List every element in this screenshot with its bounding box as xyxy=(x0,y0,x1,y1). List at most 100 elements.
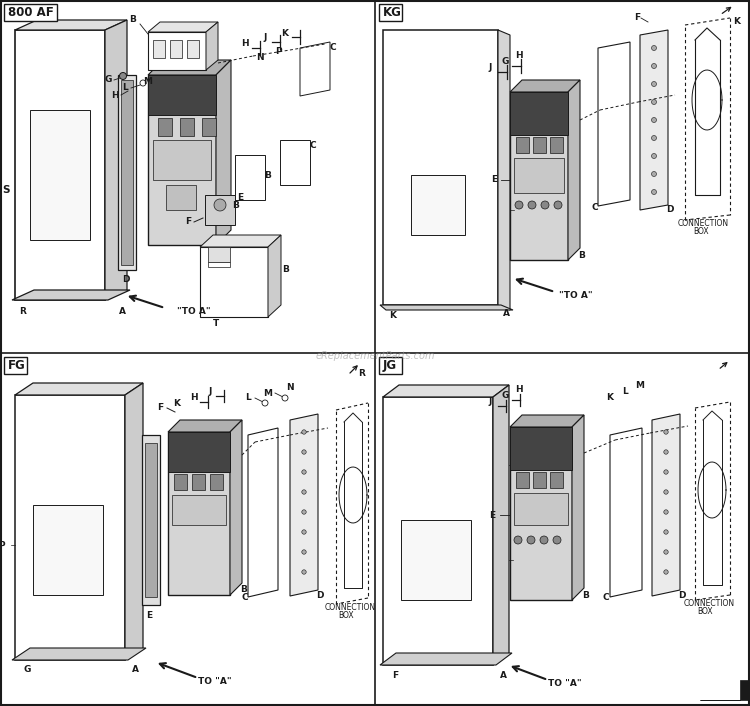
Text: J: J xyxy=(488,397,492,407)
Polygon shape xyxy=(568,80,580,260)
Bar xyxy=(180,118,194,136)
Text: TO "A": TO "A" xyxy=(548,679,582,688)
Bar xyxy=(4,4,57,21)
Circle shape xyxy=(515,201,523,209)
Polygon shape xyxy=(268,235,281,317)
Circle shape xyxy=(664,450,668,454)
Text: D: D xyxy=(678,592,686,601)
Bar xyxy=(533,472,546,488)
Circle shape xyxy=(664,490,668,494)
Circle shape xyxy=(214,199,226,211)
Text: BOX: BOX xyxy=(697,607,712,616)
Text: D: D xyxy=(316,592,324,601)
Text: C: C xyxy=(592,203,598,213)
Text: JG: JG xyxy=(383,359,398,372)
Polygon shape xyxy=(510,92,568,260)
Circle shape xyxy=(302,570,306,574)
Polygon shape xyxy=(15,20,127,30)
Polygon shape xyxy=(280,140,310,185)
Polygon shape xyxy=(493,385,509,665)
Text: B: B xyxy=(265,171,272,179)
Text: S: S xyxy=(2,185,10,195)
Text: T: T xyxy=(213,318,219,328)
Text: J: J xyxy=(488,64,492,73)
Text: "TO A": "TO A" xyxy=(560,292,592,301)
Text: L: L xyxy=(245,393,250,402)
Polygon shape xyxy=(15,30,105,300)
Circle shape xyxy=(652,189,656,194)
Polygon shape xyxy=(510,80,580,92)
Text: H: H xyxy=(242,39,249,47)
Text: B: B xyxy=(283,265,290,275)
Text: P: P xyxy=(0,541,4,549)
Text: B: B xyxy=(130,16,136,25)
Polygon shape xyxy=(383,397,493,665)
Polygon shape xyxy=(401,520,471,600)
Text: C: C xyxy=(242,594,248,602)
Circle shape xyxy=(302,530,306,534)
Polygon shape xyxy=(148,75,216,115)
Polygon shape xyxy=(148,60,231,75)
Bar xyxy=(550,472,563,488)
Bar xyxy=(172,495,226,525)
Circle shape xyxy=(282,395,288,401)
Circle shape xyxy=(262,400,268,406)
Polygon shape xyxy=(121,80,133,265)
Polygon shape xyxy=(510,427,572,600)
Bar xyxy=(550,137,563,153)
Text: B: B xyxy=(578,251,586,260)
Polygon shape xyxy=(12,290,130,300)
Text: C: C xyxy=(603,594,609,602)
Text: J: J xyxy=(263,33,267,42)
Circle shape xyxy=(664,430,668,434)
Text: E: E xyxy=(489,510,495,520)
Text: F: F xyxy=(157,404,163,412)
Polygon shape xyxy=(118,75,136,270)
Text: F: F xyxy=(634,13,640,23)
Circle shape xyxy=(664,510,668,514)
Bar xyxy=(174,474,187,490)
Bar xyxy=(170,40,182,58)
Bar xyxy=(514,158,564,193)
Text: CONNECTION: CONNECTION xyxy=(325,604,376,613)
Text: K: K xyxy=(607,393,613,402)
Bar xyxy=(153,40,165,58)
Circle shape xyxy=(652,81,656,87)
Polygon shape xyxy=(498,30,510,310)
Text: M: M xyxy=(143,78,152,87)
Bar xyxy=(379,357,402,374)
Text: A: A xyxy=(503,309,509,318)
Polygon shape xyxy=(12,648,146,660)
Polygon shape xyxy=(142,435,160,605)
Text: B: B xyxy=(583,590,590,599)
Polygon shape xyxy=(33,505,103,595)
Bar xyxy=(533,137,546,153)
Circle shape xyxy=(541,201,549,209)
Bar xyxy=(208,247,230,262)
Text: FG: FG xyxy=(8,359,26,372)
Circle shape xyxy=(302,550,306,554)
Text: TO "A": TO "A" xyxy=(198,678,232,686)
Polygon shape xyxy=(200,235,281,247)
Polygon shape xyxy=(15,383,143,395)
Text: G: G xyxy=(501,392,509,400)
Text: B: B xyxy=(232,201,239,210)
Polygon shape xyxy=(510,427,572,470)
Text: R: R xyxy=(358,369,365,378)
Text: F: F xyxy=(185,217,191,227)
Polygon shape xyxy=(290,414,318,596)
Bar xyxy=(208,262,230,267)
Text: K: K xyxy=(281,28,289,37)
Text: H: H xyxy=(515,385,523,395)
Circle shape xyxy=(527,536,535,544)
Bar xyxy=(514,493,568,525)
Text: J: J xyxy=(209,386,212,395)
Text: eReplacementParts.com: eReplacementParts.com xyxy=(315,351,435,361)
Circle shape xyxy=(302,510,306,514)
Text: A: A xyxy=(500,671,506,679)
Polygon shape xyxy=(168,420,242,432)
Polygon shape xyxy=(153,140,211,180)
Text: CONNECTION: CONNECTION xyxy=(678,220,729,229)
Text: C: C xyxy=(330,44,336,52)
Text: 800 AF: 800 AF xyxy=(8,6,54,19)
